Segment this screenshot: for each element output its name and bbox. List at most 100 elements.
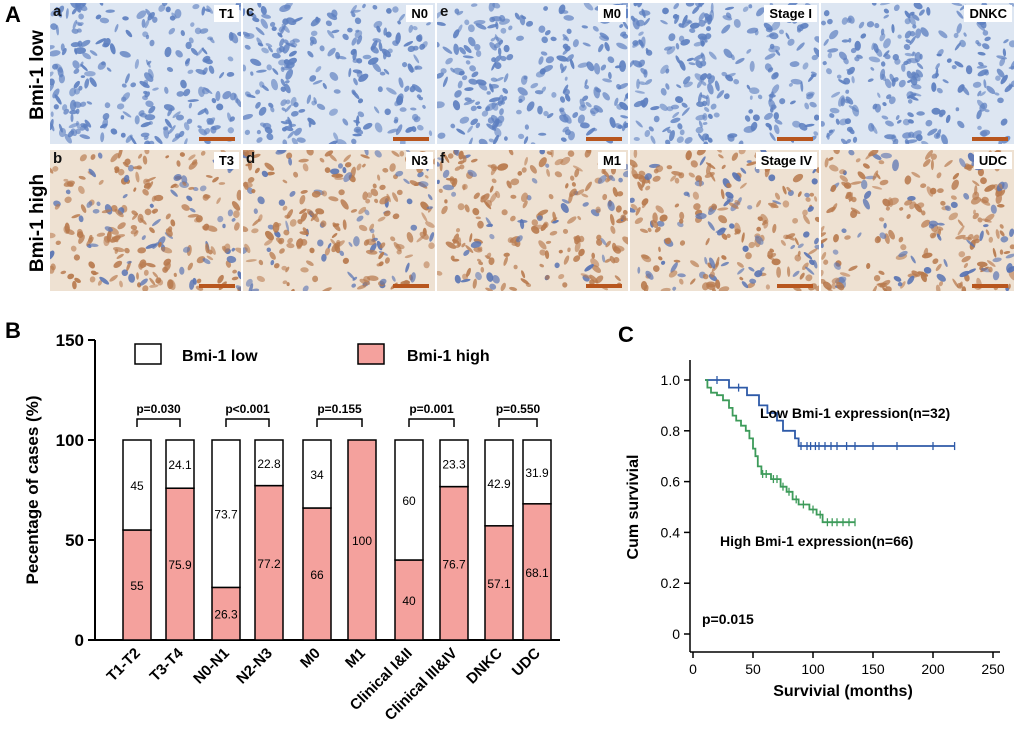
cell-nucleus xyxy=(552,211,557,222)
cell-nucleus xyxy=(585,101,592,108)
cell-nucleus xyxy=(583,3,594,11)
cell-nucleus xyxy=(360,154,370,159)
cell-nucleus xyxy=(96,232,106,237)
cell-nucleus xyxy=(285,119,292,125)
cell-nucleus xyxy=(517,171,523,176)
cell-nucleus xyxy=(990,204,997,214)
cell-nucleus xyxy=(280,78,286,87)
cell-nucleus xyxy=(351,37,357,46)
cell-nucleus xyxy=(930,153,937,160)
cell-nucleus xyxy=(597,175,607,184)
cell-nucleus xyxy=(246,94,256,99)
cell-nucleus xyxy=(493,134,499,144)
cell-nucleus xyxy=(79,134,91,140)
cell-nucleus xyxy=(411,113,419,121)
cell-nucleus xyxy=(914,51,921,63)
cell-nucleus xyxy=(485,106,491,112)
cell-nucleus xyxy=(915,134,923,142)
cell-nucleus xyxy=(601,167,606,175)
cell-nucleus xyxy=(95,14,102,20)
cell-nucleus xyxy=(937,188,944,194)
cell-nucleus xyxy=(714,80,720,92)
cell-nucleus xyxy=(352,276,358,281)
y-tick-label: 150 xyxy=(56,331,84,350)
cell-nucleus xyxy=(233,210,240,218)
cell-nucleus xyxy=(69,109,78,115)
cell-nucleus xyxy=(319,157,325,163)
cell-nucleus xyxy=(506,53,514,61)
cell-nucleus xyxy=(217,274,224,284)
cell-nucleus xyxy=(493,42,501,49)
cell-nucleus xyxy=(831,277,840,284)
cell-nucleus xyxy=(309,75,317,82)
cell-nucleus xyxy=(658,256,663,261)
cell-nucleus xyxy=(469,65,476,72)
bar-high xyxy=(484,525,514,641)
cell-nucleus xyxy=(605,240,611,248)
cell-nucleus xyxy=(905,39,912,44)
cell-nucleus xyxy=(365,249,378,255)
cell-nucleus xyxy=(338,189,345,196)
cell-nucleus xyxy=(356,70,363,79)
cell-nucleus xyxy=(256,137,263,143)
p-value-label: p=0.001 xyxy=(409,402,454,416)
bar-label-high: 76.7 xyxy=(442,557,466,571)
cell-nucleus xyxy=(437,101,445,109)
cell-nucleus xyxy=(513,264,518,270)
cell-nucleus xyxy=(908,15,916,26)
micrograph-label: DNKC xyxy=(964,5,1012,22)
cell-nucleus xyxy=(279,248,285,254)
cell-nucleus xyxy=(536,215,543,222)
cell-nucleus xyxy=(634,217,644,225)
cell-nucleus xyxy=(149,39,155,47)
cell-nucleus xyxy=(652,265,660,272)
cell-nucleus xyxy=(977,125,982,131)
cell-nucleus xyxy=(370,188,379,197)
cell-nucleus xyxy=(259,81,265,88)
cell-nucleus xyxy=(166,67,174,72)
tissue-texture xyxy=(50,3,241,144)
cell-nucleus xyxy=(416,94,421,99)
cell-nucleus xyxy=(232,269,237,274)
cell-nucleus xyxy=(562,228,569,234)
cell-nucleus xyxy=(749,87,760,95)
cell-nucleus xyxy=(959,281,963,288)
cell-nucleus xyxy=(982,43,990,50)
cell-nucleus xyxy=(525,20,534,27)
cell-nucleus xyxy=(923,247,929,258)
cell-nucleus xyxy=(391,275,396,282)
cell-nucleus xyxy=(260,5,267,15)
cell-nucleus xyxy=(97,152,103,159)
cell-nucleus xyxy=(116,103,125,110)
cell-nucleus xyxy=(427,194,433,201)
cell-nucleus xyxy=(1000,118,1008,126)
cell-nucleus xyxy=(851,196,857,203)
cell-nucleus xyxy=(786,266,791,277)
cell-nucleus xyxy=(798,122,808,131)
cell-nucleus xyxy=(707,137,713,143)
cell-nucleus xyxy=(74,277,81,284)
bar-label-high: 75.9 xyxy=(168,558,192,572)
cell-nucleus xyxy=(839,175,849,183)
cell-nucleus xyxy=(196,256,206,264)
cell-nucleus xyxy=(272,221,280,233)
cell-nucleus xyxy=(520,192,529,203)
cell-nucleus xyxy=(660,287,671,291)
cell-nucleus xyxy=(154,135,163,144)
cell-nucleus xyxy=(637,181,643,191)
cell-nucleus xyxy=(362,191,368,201)
cell-nucleus xyxy=(179,152,185,157)
cell-nucleus xyxy=(959,39,966,48)
cell-nucleus xyxy=(500,282,506,291)
cell-nucleus xyxy=(283,59,290,65)
cell-nucleus xyxy=(670,117,681,124)
bar-label-low: 24.1 xyxy=(168,458,192,472)
cell-nucleus xyxy=(492,122,499,130)
survival-line-high xyxy=(705,379,855,524)
cell-nucleus xyxy=(907,99,913,104)
cell-nucleus xyxy=(374,122,383,133)
cell-nucleus xyxy=(102,112,110,121)
cell-nucleus xyxy=(709,271,715,278)
cell-nucleus xyxy=(975,40,980,45)
